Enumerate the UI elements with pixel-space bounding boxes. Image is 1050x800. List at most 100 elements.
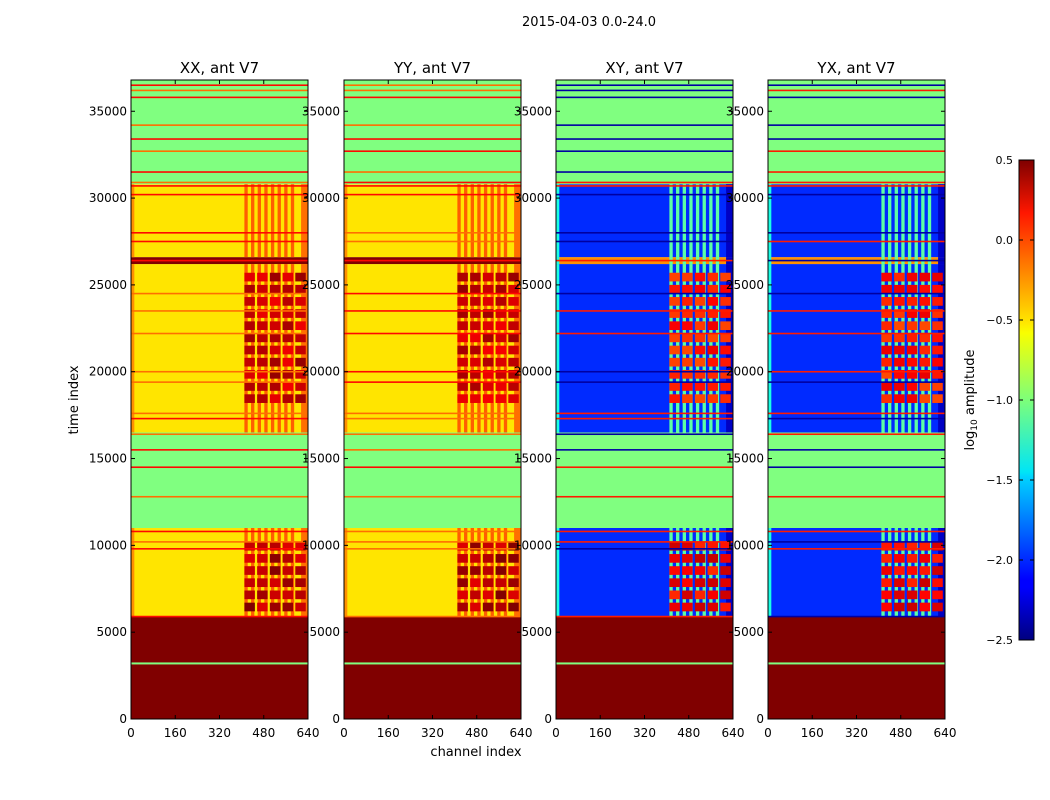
stripe — [768, 662, 945, 665]
rfi-block — [707, 590, 719, 600]
stripe — [556, 292, 733, 295]
segment-cell — [768, 616, 945, 719]
rfi-block — [694, 554, 706, 563]
x-tick-label: 640 — [510, 726, 533, 740]
stripe — [768, 240, 945, 243]
rfi-block — [906, 394, 918, 403]
rfi-block — [470, 333, 481, 343]
rfi-block — [495, 272, 507, 282]
stripe — [344, 259, 521, 262]
stripe — [131, 433, 308, 436]
rfi-block — [495, 345, 507, 355]
rfi-block — [669, 333, 680, 343]
rfi-block — [470, 602, 481, 612]
rfi-block — [669, 345, 680, 355]
rfi-block — [894, 297, 905, 306]
stripe — [344, 292, 521, 295]
rfi-block — [295, 394, 306, 403]
rfi-block — [269, 541, 281, 551]
stripe — [556, 370, 733, 373]
heatmap-area — [131, 80, 308, 719]
stripe — [344, 615, 521, 618]
rfi-block — [257, 541, 268, 551]
rfi-block — [257, 345, 268, 355]
x-tick-label: 0 — [764, 726, 772, 740]
rfi-block — [720, 602, 731, 612]
rfi-block — [881, 333, 892, 343]
rfi-block — [482, 554, 494, 563]
rfi-block — [694, 333, 706, 343]
rfi-block — [457, 394, 468, 403]
rfi-block — [457, 333, 468, 343]
rfi-block — [682, 357, 693, 367]
edge-cell — [768, 413, 772, 433]
rfi-block — [482, 272, 494, 282]
rfi-block — [470, 309, 481, 318]
rfi-block — [257, 602, 268, 612]
x-tick-label: 480 — [252, 726, 275, 740]
rfi-block — [694, 578, 706, 588]
edge-cell — [768, 264, 772, 414]
rfi-block — [244, 272, 255, 282]
rfi-block — [707, 357, 719, 367]
stripe — [344, 433, 521, 436]
rfi-block — [682, 272, 693, 282]
rfi-block — [470, 369, 481, 379]
stripe — [131, 449, 308, 451]
y-tick-label: 0 — [756, 712, 764, 726]
heatmap-area — [768, 80, 945, 719]
stripe — [556, 193, 733, 196]
rfi-block — [682, 602, 693, 612]
y-tick-label: 15000 — [89, 452, 127, 466]
rfi-cell — [676, 413, 680, 433]
colorbar-label-sub: 10 — [970, 419, 980, 431]
rfi-block — [894, 554, 905, 563]
rfi-block — [508, 602, 519, 612]
stripe — [344, 138, 521, 140]
rfi-block — [295, 590, 306, 600]
rfi-block — [257, 321, 268, 331]
rfi-block — [482, 321, 494, 331]
stripe — [768, 381, 945, 383]
rfi-block — [919, 566, 931, 575]
rfi-cell — [702, 184, 706, 258]
stripe — [131, 370, 308, 373]
stripe — [344, 332, 521, 335]
rfi-cell — [695, 413, 700, 433]
rfi-block — [932, 590, 943, 600]
rfi-block — [932, 394, 943, 403]
rfi-block — [244, 357, 255, 367]
y-tick-label: 20000 — [726, 365, 764, 379]
stripe — [556, 185, 733, 187]
rfi-block — [881, 284, 892, 294]
rfi-block — [720, 382, 731, 391]
edge-cell — [556, 264, 560, 414]
rfi-block — [881, 369, 892, 379]
x-tick-label: 320 — [421, 726, 444, 740]
stripe — [131, 232, 308, 234]
rfi-block — [495, 554, 507, 563]
rfi-block — [894, 578, 905, 588]
stripe — [131, 171, 308, 173]
rfi-block — [244, 333, 255, 343]
rfi-block — [682, 566, 693, 575]
rfi-cell — [914, 413, 918, 433]
edge-cell — [514, 184, 521, 258]
rfi-block — [244, 541, 255, 551]
rfi-block — [282, 566, 294, 575]
stripe — [768, 310, 945, 312]
rfi-cell — [901, 413, 905, 433]
stripe — [768, 84, 945, 87]
stripe — [131, 381, 308, 383]
rfi-block — [295, 566, 306, 575]
rfi-block — [508, 321, 519, 331]
y-tick-label: 0 — [544, 712, 552, 726]
stripe — [768, 171, 945, 173]
stripe — [131, 181, 308, 184]
rfi-block — [932, 284, 943, 294]
rfi-cell — [715, 413, 720, 433]
rfi-cell — [464, 413, 468, 433]
rfi-block — [669, 284, 680, 294]
x-tick-label: 160 — [377, 726, 400, 740]
